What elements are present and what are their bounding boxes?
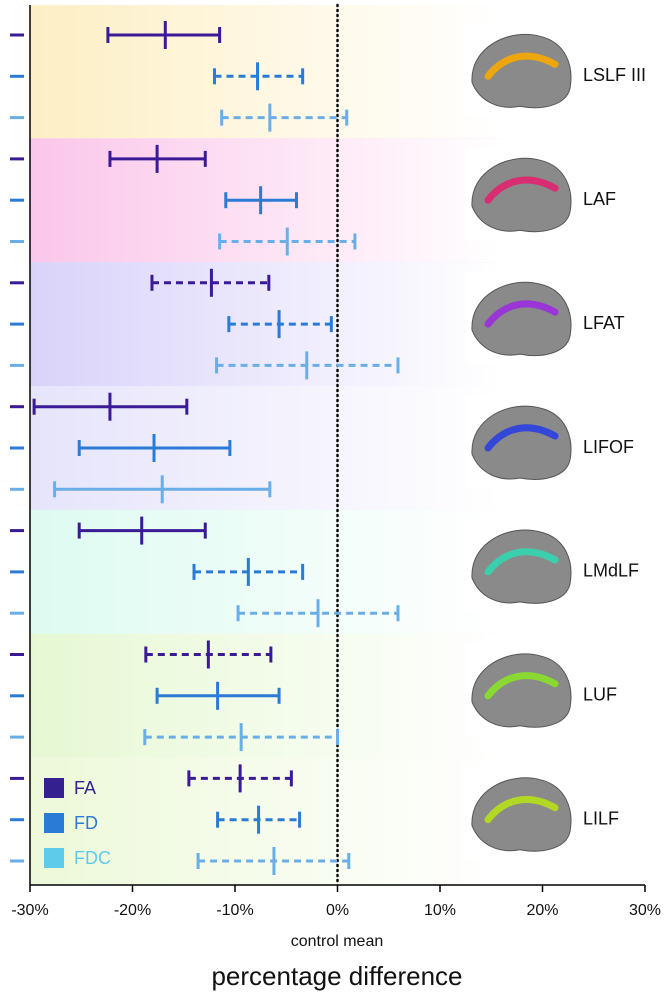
legend-swatch — [44, 778, 64, 798]
category-label: LIFOF — [583, 437, 634, 457]
tract-highlight — [484, 796, 559, 824]
tract-highlight — [484, 424, 559, 452]
legend-label: FDC — [74, 848, 111, 868]
band-fade — [30, 509, 500, 634]
tract-highlight — [484, 300, 559, 328]
band-fade — [30, 5, 500, 139]
x-tick-label: -10% — [216, 902, 253, 919]
chart-title: percentage difference — [211, 961, 462, 991]
legend-label: FA — [74, 778, 96, 798]
tract-highlight — [484, 548, 559, 576]
category-label: LAF — [583, 189, 616, 209]
x-axis-label: control mean — [291, 933, 384, 950]
brain-image — [471, 529, 572, 604]
x-tick-label: 0% — [326, 902, 349, 919]
backgrounds — [30, 5, 500, 885]
legend-swatch — [44, 813, 64, 833]
brain-image — [471, 33, 572, 109]
x-tick-label: 30% — [629, 902, 661, 919]
tract-highlight — [484, 672, 559, 700]
tract-highlight — [484, 52, 559, 80]
legend-label: FD — [74, 813, 98, 833]
brain-image — [471, 777, 572, 852]
brain-image — [471, 405, 572, 480]
category-label: LFAT — [583, 313, 625, 333]
brain-image — [471, 653, 572, 728]
category-label: LSLF III — [583, 65, 646, 85]
category-label: LMdLF — [583, 561, 639, 581]
category-label: LILF — [583, 808, 619, 828]
x-tick-label: 10% — [424, 902, 456, 919]
x-tick-label: 20% — [526, 902, 558, 919]
category-label: LUF — [583, 685, 617, 705]
brain-image — [471, 157, 572, 233]
x-tick-label: -20% — [114, 902, 151, 919]
x-tick-label: -30% — [11, 902, 48, 919]
brain-image — [471, 281, 572, 357]
tract-highlight — [484, 176, 559, 204]
legend-swatch — [44, 848, 64, 868]
